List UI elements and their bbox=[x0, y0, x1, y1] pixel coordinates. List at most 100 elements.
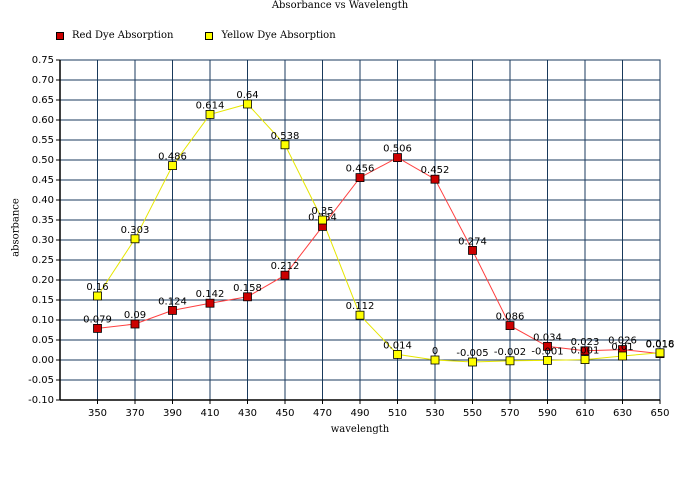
data-point-series-1 bbox=[318, 215, 327, 225]
data-point-series-0 bbox=[430, 174, 440, 184]
data-point-series-1 bbox=[430, 355, 440, 365]
legend-label-red-dye: Red Dye Absorption bbox=[72, 30, 174, 41]
y-tick-label: 0.35 bbox=[32, 215, 54, 226]
y-tick-label: 0.60 bbox=[32, 115, 54, 126]
data-point-series-1 bbox=[543, 355, 552, 365]
data-label-series-1: 0.16 bbox=[86, 282, 108, 293]
y-tick-label: -0.10 bbox=[28, 395, 54, 406]
legend-item-yellow-dye: Yellow Dye Absorption bbox=[205, 30, 336, 41]
x-tick-label: 370 bbox=[125, 408, 144, 419]
y-tick-label: 0.00 bbox=[32, 355, 54, 366]
data-label-series-1: -0.002 bbox=[494, 347, 526, 358]
data-label-series-1: 0.01 bbox=[611, 342, 633, 353]
data-label-series-0: 0.09 bbox=[124, 310, 146, 321]
data-label-series-1: 0.303 bbox=[121, 225, 150, 236]
data-point-series-0 bbox=[393, 153, 402, 163]
x-tick-label: 510 bbox=[388, 408, 407, 419]
legend-label-yellow-dye: Yellow Dye Absorption bbox=[221, 30, 336, 41]
data-label-series-0: 0.142 bbox=[196, 289, 225, 300]
data-label-series-0: 0.274 bbox=[458, 236, 487, 247]
data-label-series-1: 0.35 bbox=[311, 206, 333, 217]
y-tick-label: 0.50 bbox=[32, 155, 54, 166]
x-tick-label: 610 bbox=[575, 408, 594, 419]
x-tick-label: 410 bbox=[200, 408, 219, 419]
y-tick-label: 0.75 bbox=[32, 55, 54, 66]
data-point-series-1 bbox=[655, 348, 665, 358]
data-label-series-0: 0.034 bbox=[533, 332, 562, 343]
data-label-series-0: 0.452 bbox=[421, 165, 450, 176]
x-tick-label: 490 bbox=[350, 408, 369, 419]
legend: Red Dye Absorption Yellow Dye Absorption bbox=[56, 30, 336, 41]
data-point-series-1 bbox=[468, 357, 477, 367]
x-tick-label: 550 bbox=[463, 408, 482, 419]
y-tick-label: 0.25 bbox=[32, 255, 54, 266]
data-label-series-1: -0.001 bbox=[531, 346, 563, 357]
yellow-square-marker-icon bbox=[205, 31, 214, 40]
data-point-series-0 bbox=[505, 321, 515, 331]
data-label-series-0: 0.086 bbox=[496, 312, 525, 323]
y-tick-label: 0.55 bbox=[32, 135, 54, 146]
data-label-series-1: 0.112 bbox=[346, 301, 375, 312]
x-tick-label: 390 bbox=[163, 408, 182, 419]
data-point-series-0 bbox=[205, 298, 215, 308]
data-point-series-1 bbox=[280, 140, 290, 150]
data-point-series-0 bbox=[580, 346, 590, 356]
y-tick-label: 0.70 bbox=[32, 75, 54, 86]
data-label-series-1: 0.614 bbox=[196, 100, 225, 111]
data-point-series-1 bbox=[93, 291, 102, 301]
data-point-series-0 bbox=[130, 319, 140, 329]
data-point-series-0 bbox=[543, 341, 552, 351]
legend-item-red-dye: Red Dye Absorption bbox=[56, 30, 173, 41]
x-tick-label: 650 bbox=[650, 408, 669, 419]
data-label-series-0: 0.456 bbox=[346, 164, 375, 175]
data-point-series-1 bbox=[393, 349, 402, 359]
data-label-series-1: 0.018 bbox=[646, 339, 675, 350]
x-tick-label: 350 bbox=[88, 408, 107, 419]
data-label-series-0: 0.079 bbox=[83, 314, 112, 325]
data-point-series-1 bbox=[355, 310, 365, 320]
red-square-marker-icon bbox=[56, 31, 64, 40]
data-label-series-1: 0.64 bbox=[236, 90, 258, 101]
y-tick-label: 0.05 bbox=[32, 335, 54, 346]
x-tick-label: 450 bbox=[275, 408, 294, 419]
data-point-series-1 bbox=[505, 356, 515, 366]
data-label-series-0: 0.016 bbox=[646, 340, 675, 351]
series-line-1 bbox=[97, 103, 661, 363]
data-label-series-0: 0.158 bbox=[233, 283, 262, 294]
data-label-series-1: 0.001 bbox=[571, 346, 600, 357]
x-tick-label: 470 bbox=[313, 408, 332, 419]
data-point-series-0 bbox=[243, 292, 252, 302]
y-tick-label: 0.10 bbox=[32, 315, 54, 326]
data-label-series-0: 0.212 bbox=[271, 261, 300, 272]
data-point-series-1 bbox=[618, 351, 627, 361]
data-point-series-1 bbox=[243, 99, 252, 109]
x-tick-label: 590 bbox=[538, 408, 557, 419]
data-point-series-1 bbox=[130, 234, 140, 244]
data-label-series-1: 0.014 bbox=[383, 340, 412, 351]
series-line-0 bbox=[97, 157, 661, 355]
y-tick-label: -0.05 bbox=[28, 375, 54, 386]
y-axis-label: absorbance bbox=[10, 198, 22, 257]
data-point-series-1 bbox=[580, 355, 590, 365]
data-label-series-1: 0.538 bbox=[271, 131, 300, 142]
data-point-series-0 bbox=[280, 270, 290, 280]
data-point-series-1 bbox=[205, 110, 215, 119]
data-point-series-0 bbox=[168, 305, 177, 315]
x-tick-label: 530 bbox=[425, 408, 444, 419]
data-point-series-0 bbox=[468, 245, 477, 255]
y-tick-label: 0.30 bbox=[32, 235, 54, 246]
x-tick-label: 430 bbox=[238, 408, 257, 419]
data-point-series-0 bbox=[93, 323, 102, 333]
x-tick-label: 630 bbox=[613, 408, 632, 419]
data-label-series-1: 0.486 bbox=[158, 152, 187, 163]
data-point-series-0 bbox=[355, 173, 365, 183]
data-label-series-1: 0 bbox=[432, 346, 438, 357]
y-tick-label: 0.15 bbox=[32, 295, 54, 306]
y-tick-label: 0.45 bbox=[32, 175, 54, 186]
x-tick-label: 570 bbox=[500, 408, 519, 419]
data-label-series-0: 0.023 bbox=[571, 337, 600, 348]
data-label-series-0: 0.124 bbox=[158, 296, 187, 307]
y-tick-label: 0.20 bbox=[32, 275, 54, 286]
x-axis-label: wavelength bbox=[330, 424, 390, 435]
